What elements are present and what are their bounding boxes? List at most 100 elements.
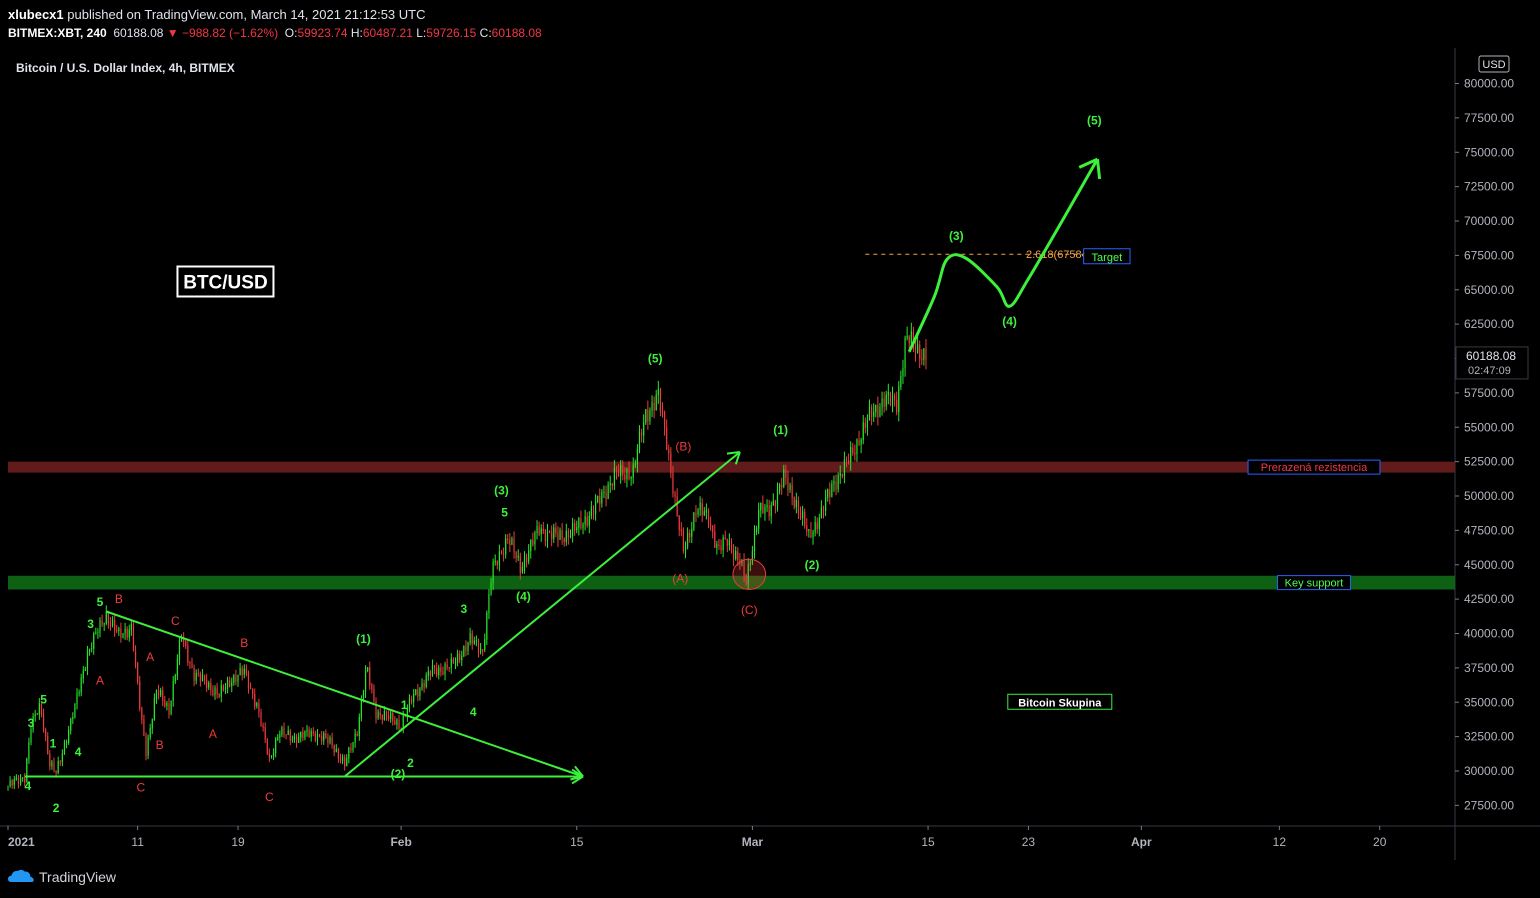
- y-tick-label-6: 42500.00: [1464, 592, 1514, 606]
- price-chart[interactable]: Prerazená rezistencia Key support 27500.00…: [0, 48, 1540, 860]
- wave-label-green-7: 5: [97, 595, 104, 609]
- wave-label-red-10: (A): [672, 572, 688, 586]
- zone-band-0: [8, 461, 1455, 473]
- y-tick-label-18: 72500.00: [1464, 180, 1514, 194]
- y-tick-label-15: 65000.00: [1464, 283, 1514, 297]
- wave-label-green-4: 2: [53, 801, 60, 815]
- published-text: published on TradingView.com, March 14, …: [67, 7, 426, 22]
- tag-box-1: [1007, 693, 1113, 710]
- y-tick-label-10: 52500.00: [1464, 455, 1514, 469]
- y-tick-label-5: 40000.00: [1464, 627, 1514, 641]
- y-tick-label-7: 45000.00: [1464, 558, 1514, 572]
- wave-label-green-9: 1: [401, 698, 408, 712]
- trendline-upper: [105, 610, 584, 778]
- high-value: 60487.21: [362, 26, 413, 40]
- price-change: −988.82 (−1.62%): [182, 26, 279, 40]
- wave-label-red-7: B: [240, 636, 248, 650]
- x-tick-label-1: 11: [131, 835, 144, 849]
- wave-label-red-8: C: [265, 790, 274, 804]
- wave-label-red-0: B: [115, 592, 123, 606]
- wave-label-green-21: (4): [1002, 314, 1017, 328]
- chart-area[interactable]: Prerazená rezistencia Key support 27500.00…: [0, 48, 1540, 860]
- wave-label-green-19: (2): [805, 558, 820, 572]
- zone-label-box-1: [1277, 575, 1351, 591]
- arrowhead-channel-1: [726, 451, 740, 455]
- high-label: H:: [350, 26, 363, 40]
- wave-label-red-6: A: [209, 727, 217, 741]
- x-tick-label-2: 19: [231, 835, 245, 849]
- wave-label-red-1: A: [96, 673, 104, 687]
- projection-path: [907, 158, 1099, 353]
- zone-label-box-0: [1247, 459, 1381, 475]
- down-arrow-icon: ▼: [166, 26, 179, 40]
- tradingview-wordmark: TradingView: [39, 869, 117, 885]
- projection-arrowhead-0: [1095, 158, 1102, 180]
- symbol-line: BITMEX:XBT, 240 60188.08 ▼ −988.82 (−1.6…: [8, 26, 542, 40]
- tag-label-0: Target: [1092, 252, 1123, 264]
- price-countdown-label: 02:47:09: [1468, 365, 1511, 377]
- y-tick-label-14: 62500.00: [1464, 317, 1514, 331]
- publish-line: xlubecx1 published on TradingView.com, M…: [8, 7, 425, 22]
- wave-label-green-3: 1: [50, 737, 57, 751]
- y-tick-label-3: 35000.00: [1464, 695, 1514, 709]
- arrowhead-channel-0: [734, 451, 741, 465]
- arrowhead-lower-0: [571, 775, 584, 785]
- trendline-channel: [344, 451, 741, 778]
- wave-label-red-9: (B): [675, 440, 691, 454]
- x-tick-label-9: 12: [1273, 835, 1287, 849]
- x-tick-label-3: Feb: [390, 835, 411, 849]
- y-tick-label-20: 77500.00: [1464, 111, 1514, 125]
- last-price-box: [1455, 346, 1529, 380]
- x-tick-label-5: Mar: [742, 835, 764, 849]
- y-tick-label-9: 50000.00: [1464, 489, 1514, 503]
- tradingview-logo-icon: [8, 869, 34, 882]
- y-tick-label-16: 67500.00: [1464, 248, 1514, 262]
- wave-label-green-10: (2): [391, 767, 406, 781]
- wave-label-green-13: 3: [461, 602, 468, 616]
- wave-label-green-12: 4: [470, 705, 477, 719]
- wave-label-green-5: 4: [75, 745, 82, 759]
- badge-label: BTC/USD: [183, 273, 267, 294]
- wave-label-green-8: (1): [356, 632, 371, 646]
- x-tick-label-6: 15: [921, 835, 935, 849]
- currency-box: [1478, 55, 1510, 73]
- wave-label-green-20: (3): [949, 229, 964, 243]
- last-price: 60188.08: [113, 26, 164, 40]
- wave-label-green-17: (5): [648, 352, 663, 366]
- y-tick-label-11: 55000.00: [1464, 420, 1514, 434]
- zone-label-0: Prerazená rezistencia: [1261, 462, 1368, 474]
- wave-label-green-15: 5: [501, 506, 508, 520]
- tradingview-brand[interactable]: TradingView: [8, 869, 116, 885]
- open-label: O:: [284, 26, 298, 40]
- y-tick-label-19: 75000.00: [1464, 145, 1514, 159]
- wave-label-green-16: (4): [516, 589, 531, 603]
- zone-label-1: Key support: [1285, 578, 1344, 590]
- close-value: 60188.08: [491, 26, 542, 40]
- tag-box-0: [1083, 248, 1131, 265]
- wave-label-red-2: C: [136, 781, 145, 795]
- wave-label-green-6: 3: [87, 617, 94, 631]
- zone-band-1: [8, 575, 1455, 590]
- arrowhead-lower-1: [571, 768, 584, 778]
- x-tick-label-10: 20: [1373, 835, 1387, 849]
- y-tick-label-17: 70000.00: [1464, 214, 1514, 228]
- wave-label-green-2: 5: [40, 693, 47, 707]
- y-tick-label-0: 27500.00: [1464, 798, 1514, 812]
- wave-label-red-3: A: [146, 650, 154, 664]
- wave-label-green-11: 2: [407, 756, 414, 770]
- projection-arrowhead-1: [1078, 157, 1099, 169]
- wave-label-green-0: 4: [25, 779, 32, 793]
- wave-label-green-1: 3: [28, 716, 35, 730]
- open-value: 59923.74: [297, 26, 348, 40]
- tag-label-1: Bitcoin Skupina: [1018, 697, 1102, 709]
- wave-label-green-18: (1): [773, 423, 788, 437]
- author-name[interactable]: xlubecx1: [8, 7, 64, 22]
- x-tick-label-4: 15: [570, 835, 584, 849]
- low-value: 59726.15: [426, 26, 477, 40]
- wave-c-ellipse: [732, 558, 767, 590]
- x-tick-label-0: 2021: [8, 835, 35, 849]
- header-bar: xlubecx1 published on TradingView.com, M…: [0, 0, 1540, 48]
- y-tick-label-1: 30000.00: [1464, 764, 1514, 778]
- wave-label-red-5: C: [171, 614, 180, 628]
- symbol-name[interactable]: BITMEX:XBT, 240: [8, 26, 107, 40]
